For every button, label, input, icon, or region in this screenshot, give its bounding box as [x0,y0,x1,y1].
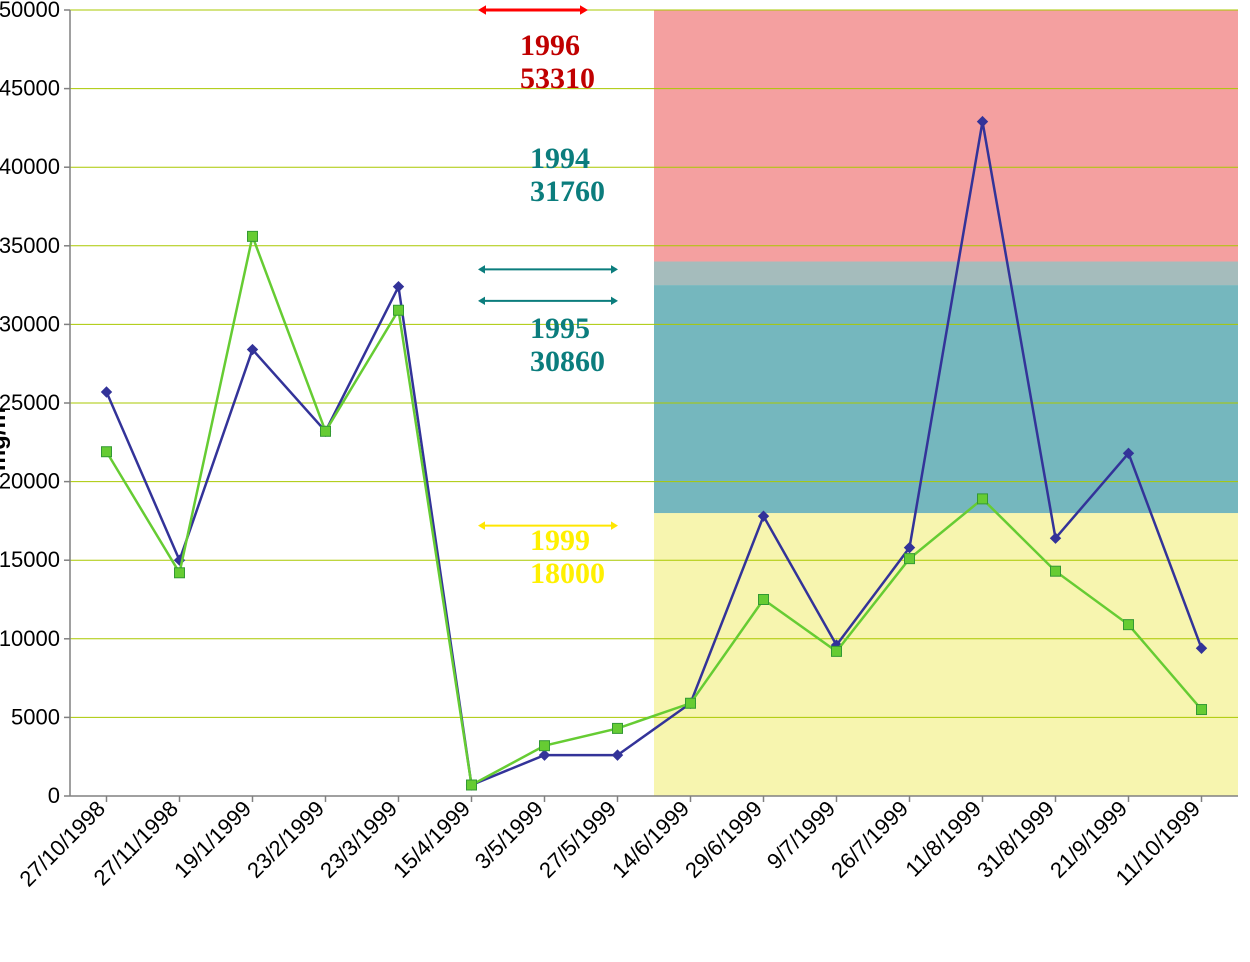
arrow-1995-head-left [478,297,485,305]
series-green-marker [394,305,404,315]
ytick-label: 40000 [0,154,60,179]
band-1999 [654,513,1238,796]
series-blue-marker [540,750,550,760]
series-green-marker [467,780,477,790]
series-green-marker [1051,566,1061,576]
xtick-label: 23/2/1999 [242,796,329,883]
ytick-label: 50000 [0,0,60,22]
ytick-label: 10000 [0,626,60,651]
xtick-label: 23/3/1999 [315,796,402,883]
band-1995 [654,285,1238,513]
xtick-label: 11/8/1999 [900,796,986,882]
series-blue-marker [394,282,404,292]
series-green-marker [613,723,623,733]
arrow-1994-head-right [611,265,618,273]
chart-container: 0500010000150002000025000300003500040000… [0,0,1250,962]
y-axis: 0500010000150002000025000300003500040000… [0,0,70,808]
ytick-label: 20000 [0,469,60,494]
x-axis: 27/10/199827/11/199819/1/199923/2/199923… [14,796,1205,892]
svg-text:mg/m3: mg/m3 [0,398,11,471]
band-1994 [654,262,1238,286]
arrow-1999-head-right [611,521,618,529]
series-green-marker [321,426,331,436]
line-chart: 0500010000150002000025000300003500040000… [0,0,1250,962]
anno-1999: 199918000 [530,524,605,590]
series-green-marker [540,741,550,751]
series-green-marker [175,568,185,578]
series-green-marker [905,554,915,564]
series-green-marker [102,447,112,457]
annotations: 199653310 199431760 199530860 199918000 [520,29,605,590]
anno-1996: 199653310 [520,29,595,95]
series-green-marker [759,595,769,605]
ytick-label: 45000 [0,76,60,101]
xtick-label: 19/1/1999 [169,796,256,883]
band-red [654,10,1238,262]
arrow-1999-head-left [478,521,485,529]
xtick-label: 14/6/1999 [607,796,694,883]
ytick-label: 30000 [0,311,60,336]
series-green-marker [248,231,258,241]
ytick-label: 0 [48,783,60,808]
series-green-marker [686,698,696,708]
xtick-label: 27/5/1999 [534,796,621,883]
ytick-label: 35000 [0,233,60,258]
xtick-label: 26/7/1999 [826,796,913,883]
y-axis-label: mg/m3 [0,398,11,471]
arrow-1994-head-left [478,265,485,273]
arrow-1996-head-right [580,5,588,15]
ytick-label: 5000 [11,704,60,729]
arrow-1995-head-right [611,297,618,305]
series-blue-marker [102,387,112,397]
series-green-marker [978,494,988,504]
arrow-1996-head-left [478,5,486,15]
series-green-marker [1197,705,1207,715]
anno-1994: 199431760 [530,142,605,208]
series-green-marker [1124,620,1134,630]
anno-1995: 199530860 [530,312,605,378]
xtick-label: 15/4/1999 [388,796,475,883]
xtick-label: 29/6/1999 [680,796,767,883]
xtick-label: 31/8/1999 [972,796,1059,883]
ytick-label: 15000 [0,547,60,572]
series-green-marker [832,646,842,656]
